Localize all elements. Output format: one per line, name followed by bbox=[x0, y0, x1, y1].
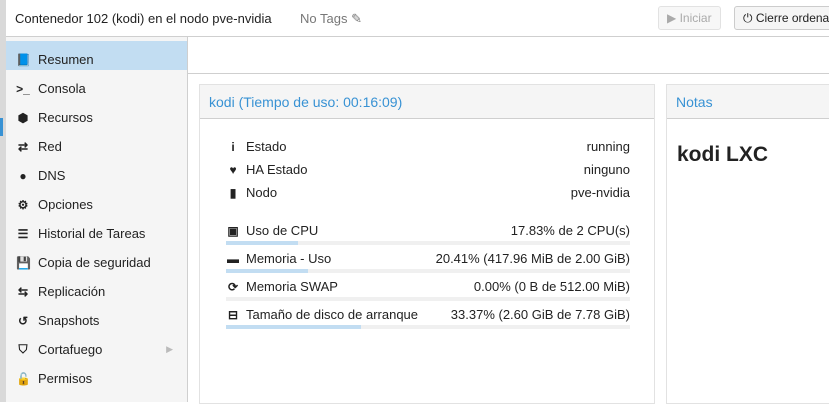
retweet-icon: ⇆ bbox=[17, 284, 29, 299]
usage-bar bbox=[226, 269, 630, 273]
start-label: Iniciar bbox=[679, 11, 712, 25]
usage-row: ⟳ Memoria SWAP 0.00% (0 B de 512.00 MiB) bbox=[226, 279, 630, 294]
usage-bar-fill bbox=[226, 241, 299, 245]
usage-row: ▣ Uso de CPU 17.83% de 2 CPU(s) bbox=[226, 223, 630, 238]
usage-label: Uso de CPU bbox=[246, 223, 319, 238]
shield-icon: ⛉ bbox=[18, 342, 28, 356]
tags[interactable]: No Tags ✎ bbox=[300, 11, 362, 27]
sidebar-item-label: Permisos bbox=[38, 371, 93, 386]
sidebar-item-cortafuego[interactable]: ⛉ Cortafuego ▶ bbox=[6, 331, 187, 360]
status-panel: kodi (Tiempo de uso: 00:16:09) i Estado ru… bbox=[199, 84, 655, 404]
sidebar-item-snapshots[interactable]: ↺ Snapshots bbox=[6, 302, 187, 331]
sidebar-item-red[interactable]: ⇄ Red bbox=[6, 128, 187, 157]
floppy-icon: 💾 bbox=[16, 255, 31, 270]
usage-value: 0.00% (0 B de 512.00 MiB) bbox=[473, 279, 630, 294]
usage-row: ⊟ Tamaño de disco de arranque 33.37% (2.60… bbox=[226, 307, 630, 322]
shutdown-label: Cierre ordena bbox=[755, 11, 829, 25]
usage-row: ▬ Memoria - Uso 20.41% (417.96 MiB de 2.00… bbox=[226, 251, 630, 266]
usage-bar bbox=[226, 297, 630, 301]
info-label: Estado bbox=[246, 139, 287, 154]
page-title: Contenedor 102 (kodi) en el nodo pve-nvi… bbox=[15, 11, 272, 26]
notes-content[interactable]: kodi LXC bbox=[677, 143, 769, 166]
list-icon: ☰ bbox=[17, 226, 29, 241]
usage-bar-fill bbox=[226, 269, 309, 273]
hdd-icon: ⊟ bbox=[227, 307, 239, 322]
info-row: i Estado running bbox=[226, 139, 630, 154]
sidebar-item-label: Red bbox=[38, 139, 62, 154]
info-label: HA Estado bbox=[246, 162, 308, 177]
status-panel-title: kodi (Tiempo de uso: 00:16:09) bbox=[200, 85, 654, 119]
sidebar: 📘 Resumen >_ Consola ⬢ Recursos ⇄ Red ● DNS ⚙ Opcio… bbox=[6, 37, 188, 402]
refresh-icon: ⟳ bbox=[227, 279, 239, 294]
notes-panel-title: Notas bbox=[667, 85, 829, 119]
sidebar-item-dns[interactable]: ● DNS bbox=[6, 157, 187, 186]
usage-value: 20.41% (417.96 MiB de 2.00 GiB) bbox=[435, 251, 630, 266]
power-icon: ⏻ bbox=[743, 11, 753, 25]
sidebar-item-permisos[interactable]: 🔓 Permisos bbox=[6, 360, 187, 389]
info-value: ninguno bbox=[583, 162, 630, 177]
history-icon: ↺ bbox=[17, 313, 29, 328]
tags-label: No Tags bbox=[300, 11, 348, 26]
heartbeat-icon: ♥ bbox=[229, 162, 237, 177]
info-row: ♥ HA Estado ninguno bbox=[226, 162, 630, 177]
header: Contenedor 102 (kodi) en el nodo pve-nvi… bbox=[6, 0, 829, 37]
sidebar-item-resumen[interactable]: 📘 Resumen bbox=[6, 41, 187, 70]
expand-arrow-icon[interactable]: ▶ bbox=[166, 344, 173, 354]
sidebar-item-label: Historial de Tareas bbox=[38, 226, 146, 241]
info-label: Nodo bbox=[246, 185, 278, 200]
exchange-icon: ⇄ bbox=[17, 139, 29, 154]
info-value: running bbox=[586, 139, 630, 154]
sidebar-item-label: Snapshots bbox=[38, 313, 100, 328]
cube-icon: ⬢ bbox=[17, 110, 29, 125]
pencil-icon[interactable]: ✎ bbox=[351, 11, 362, 26]
sidebar-item-label: DNS bbox=[38, 168, 66, 183]
usage-bar bbox=[226, 241, 630, 245]
usage-label: Memoria - Uso bbox=[246, 251, 332, 266]
sidebar-item-replicaci-n[interactable]: ⇆ Replicación bbox=[6, 273, 187, 302]
sidebar-item-opciones[interactable]: ⚙ Opciones bbox=[6, 186, 187, 215]
info-icon: i bbox=[231, 139, 235, 154]
sidebar-item-label: Copia de seguridad bbox=[38, 255, 151, 270]
sidebar-item-copia-de-seguridad[interactable]: 💾 Copia de seguridad bbox=[6, 244, 187, 273]
gear-icon: ⚙ bbox=[17, 197, 29, 212]
memory-icon: ▬ bbox=[227, 251, 239, 266]
sidebar-item-recursos[interactable]: ⬢ Recursos bbox=[6, 99, 187, 128]
sidebar-item-label: Consola bbox=[38, 81, 86, 96]
play-icon: ▶ bbox=[667, 11, 677, 25]
server-icon: ▮ bbox=[229, 185, 237, 200]
cpu-icon: ▣ bbox=[227, 223, 239, 238]
globe-icon: ● bbox=[19, 168, 27, 183]
sidebar-item-label: Recursos bbox=[38, 110, 93, 125]
start-button[interactable]: ▶ Iniciar bbox=[658, 6, 721, 30]
sidebar-item-label: Replicación bbox=[38, 284, 106, 299]
main: kodi (Tiempo de uso: 00:16:09) i Estado ru… bbox=[188, 37, 829, 404]
usage-value: 17.83% de 2 CPU(s) bbox=[510, 223, 630, 238]
terminal-icon: >_ bbox=[16, 81, 30, 96]
usage-bar bbox=[226, 325, 630, 329]
notes-panel: Notas kodi LXC bbox=[666, 84, 829, 404]
edge-indicator bbox=[0, 118, 3, 136]
sidebar-item-label: Cortafuego bbox=[38, 342, 103, 357]
info-row: ▮ Nodo pve-nvidia bbox=[226, 185, 630, 200]
usage-label: Tamaño de disco de arranque bbox=[246, 307, 419, 322]
sidebar-item-historial-de-tareas[interactable]: ☰ Historial de Tareas bbox=[6, 215, 187, 244]
usage-bar-fill bbox=[226, 325, 361, 329]
usage-label: Memoria SWAP bbox=[246, 279, 338, 294]
unlock-icon: 🔓 bbox=[16, 371, 31, 386]
sidebar-item-consola[interactable]: >_ Consola bbox=[6, 70, 187, 99]
sidebar-item-label: Resumen bbox=[38, 52, 94, 67]
book-icon: 📘 bbox=[16, 52, 31, 67]
sidebar-item-label: Opciones bbox=[38, 197, 93, 212]
left-edge bbox=[0, 0, 6, 402]
usage-value: 33.37% (2.60 GiB de 7.78 GiB) bbox=[450, 307, 630, 322]
info-value: pve-nvidia bbox=[570, 185, 630, 200]
shutdown-button[interactable]: ⏻ Cierre ordena bbox=[734, 6, 829, 30]
toolbar bbox=[188, 37, 829, 74]
